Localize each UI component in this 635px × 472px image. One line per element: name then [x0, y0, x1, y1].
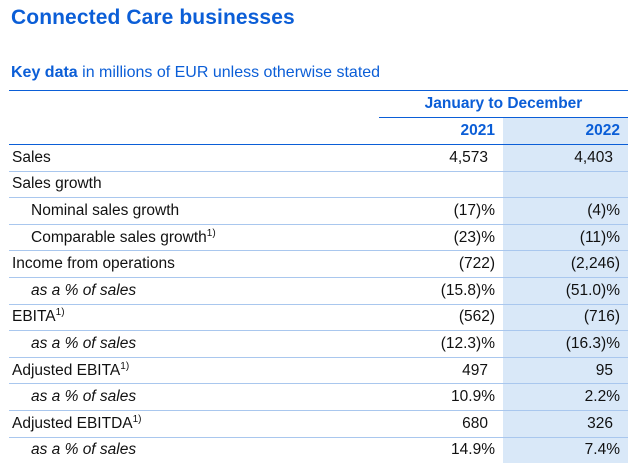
value-2021 — [379, 171, 503, 199]
table-row-adjusted-ebitda-pct-of-sales: as a % of sales 14.9% 7.4% — [9, 437, 628, 464]
table-row-comparable-sales-growth: Comparable sales growth1) (23)% (11)% — [9, 224, 628, 252]
footnote-marker: 1) — [55, 307, 65, 319]
value-2022: (11)% — [503, 224, 628, 252]
row-label: Nominal sales growth — [9, 197, 379, 225]
table-row-adjusted-ebitda: Adjusted EBITDA1) 680 326 — [9, 410, 628, 438]
row-label: as a % of sales — [31, 441, 137, 459]
year-2022-header: 2022 — [503, 117, 628, 145]
value-2022: 4,403 — [503, 144, 628, 172]
value-2021: (562) — [379, 304, 503, 332]
table-row-income-from-operations: Income from operations (722) (2,246) — [9, 250, 628, 278]
table-top-rule — [9, 90, 628, 91]
year-header-row: 2021 2022 — [9, 117, 628, 145]
row-label: as a % of sales — [9, 330, 379, 358]
key-data-table: January to December 2021 2022 Sales 4,57… — [9, 90, 628, 464]
value-2022: 326 — [503, 410, 628, 438]
table-row-ebita: EBITA1) (562) (716) — [9, 304, 628, 332]
row-label: Comparable sales growth1) — [9, 224, 379, 252]
value-2021: (12.3)% — [379, 330, 503, 358]
table-row-sales-growth: Sales growth — [9, 171, 628, 199]
period-header: January to December — [379, 91, 628, 118]
value-2021: (722) — [379, 250, 503, 278]
value-2022 — [503, 171, 628, 199]
value-2021: (17)% — [379, 197, 503, 225]
value-2021: 10.9% — [379, 383, 503, 411]
row-label: as a % of sales — [9, 383, 379, 411]
table-row-ebita-pct-of-sales: as a % of sales (12.3)% (16.3)% — [9, 330, 628, 358]
value-2022: (2,246) — [503, 250, 628, 278]
value-2021: 497 — [379, 357, 503, 385]
value-2022: (716) — [503, 304, 628, 332]
value-2021: (23)% — [379, 224, 503, 252]
row-label: EBITA1) — [9, 304, 379, 332]
table-row-adjusted-ebita: Adjusted EBITA1) 497 95 — [9, 357, 628, 385]
period-header-spacer — [9, 91, 379, 118]
table-row-sales: Sales 4,573 4,403 — [9, 144, 628, 172]
value-2021: (15.8)% — [379, 277, 503, 305]
row-label: as a % of sales — [9, 277, 379, 305]
page-title: Connected Care businesses — [11, 6, 295, 29]
value-2021: 4,573 — [379, 144, 503, 172]
key-data-table-wrapper: January to December 2021 2022 Sales 4,57… — [9, 90, 628, 464]
value-2022: (51.0)% — [503, 277, 628, 305]
row-label: Sales — [9, 144, 379, 172]
table-row-nominal-sales-growth: Nominal sales growth (17)% (4)% — [9, 197, 628, 225]
table-row-income-pct-of-sales: as a % of sales (15.8)% (51.0)% — [9, 277, 628, 305]
value-2022: 2.2% — [503, 383, 628, 411]
value-2022: (16.3)% — [503, 330, 628, 358]
table-caption: Key data in millions of EUR unless other… — [11, 64, 380, 82]
footnote-marker: 1) — [120, 360, 130, 372]
value-2022: 95 — [503, 357, 628, 385]
year-2021-header: 2021 — [379, 117, 503, 145]
footnote-marker: 1) — [206, 227, 216, 239]
row-label: Adjusted EBITDA1) — [9, 410, 379, 438]
row-label: Sales growth — [9, 171, 379, 199]
caption-key-data: Key data — [11, 64, 78, 81]
table-row-adjusted-ebita-pct-of-sales: as a % of sales 10.9% 2.2% — [9, 383, 628, 411]
caption-units: in millions of EUR unless otherwise stat… — [77, 64, 381, 81]
value-2021: 680 — [379, 410, 503, 438]
footnote-marker: 1) — [132, 413, 142, 425]
period-header-row: January to December — [9, 91, 628, 118]
row-label: Income from operations — [9, 250, 379, 278]
value-2022: 7.4% — [503, 437, 628, 464]
value-2021: 14.9% — [451, 441, 495, 459]
year-header-spacer — [9, 117, 379, 145]
row-label: Adjusted EBITA1) — [9, 357, 379, 385]
value-2022: (4)% — [503, 197, 628, 225]
